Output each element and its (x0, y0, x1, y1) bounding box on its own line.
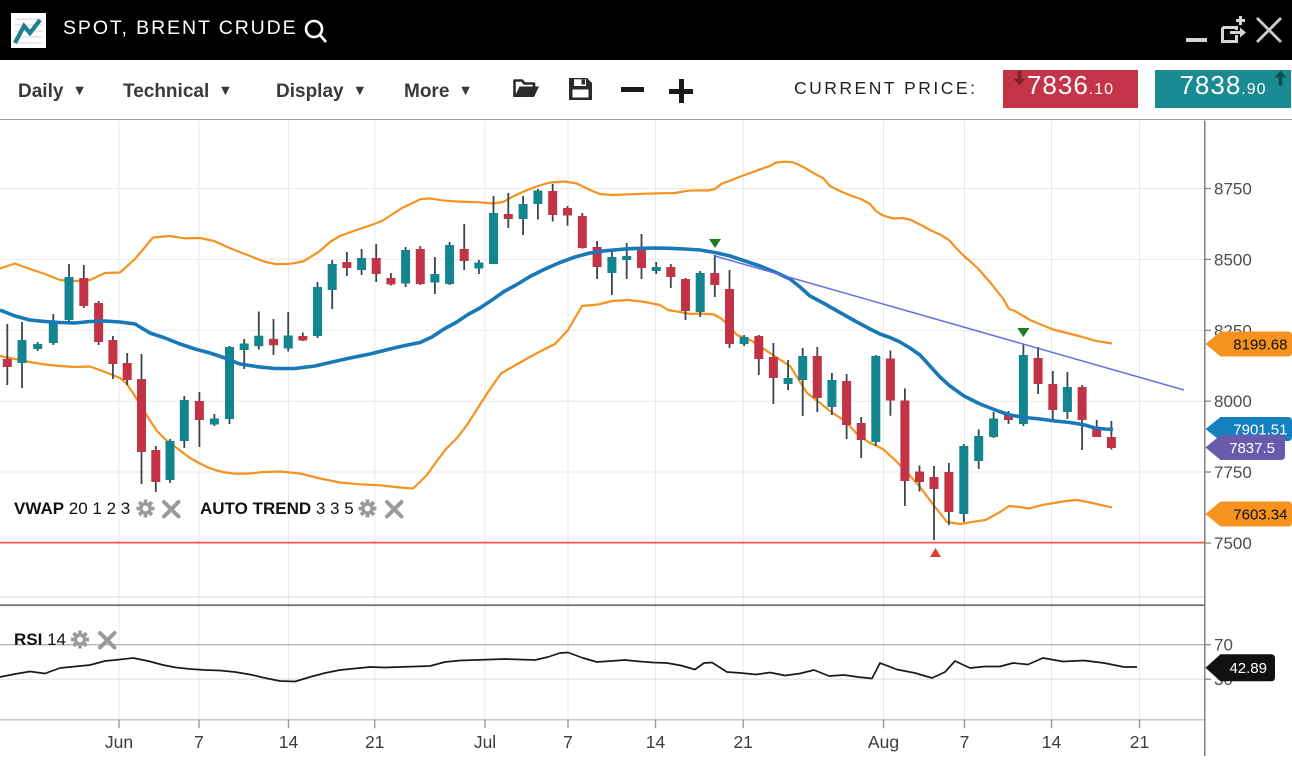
svg-text:7: 7 (960, 732, 970, 752)
svg-text:14: 14 (279, 732, 299, 752)
svg-text:7: 7 (563, 732, 573, 752)
svg-text:8500: 8500 (1214, 250, 1252, 269)
svg-text:7837.5: 7837.5 (1229, 440, 1275, 457)
svg-text:8750: 8750 (1214, 180, 1252, 199)
svg-text:8199.68: 8199.68 (1233, 337, 1287, 354)
svg-text:7: 7 (194, 732, 204, 752)
svg-text:8000: 8000 (1214, 392, 1252, 411)
svg-text:AUTO TREND 3 3 5: AUTO TREND 3 3 5 (200, 499, 354, 518)
svg-text:14: 14 (646, 732, 666, 752)
svg-text:7500: 7500 (1214, 534, 1252, 553)
svg-text:42.89: 42.89 (1229, 660, 1267, 677)
svg-text:70: 70 (1214, 636, 1233, 655)
svg-text:Jun: Jun (105, 732, 133, 752)
svg-text:RSI 14: RSI 14 (14, 630, 66, 649)
svg-text:Aug: Aug (868, 732, 899, 752)
svg-text:14: 14 (1042, 732, 1062, 752)
svg-text:7901.51: 7901.51 (1233, 422, 1287, 439)
svg-text:21: 21 (733, 732, 752, 752)
svg-text:21: 21 (365, 732, 384, 752)
svg-text:21: 21 (1130, 732, 1149, 752)
svg-text:Jul: Jul (474, 732, 496, 752)
svg-text:7750: 7750 (1214, 463, 1252, 482)
svg-text:VWAP 20 1 2 3: VWAP 20 1 2 3 (14, 499, 130, 518)
svg-text:7603.34: 7603.34 (1233, 507, 1287, 524)
